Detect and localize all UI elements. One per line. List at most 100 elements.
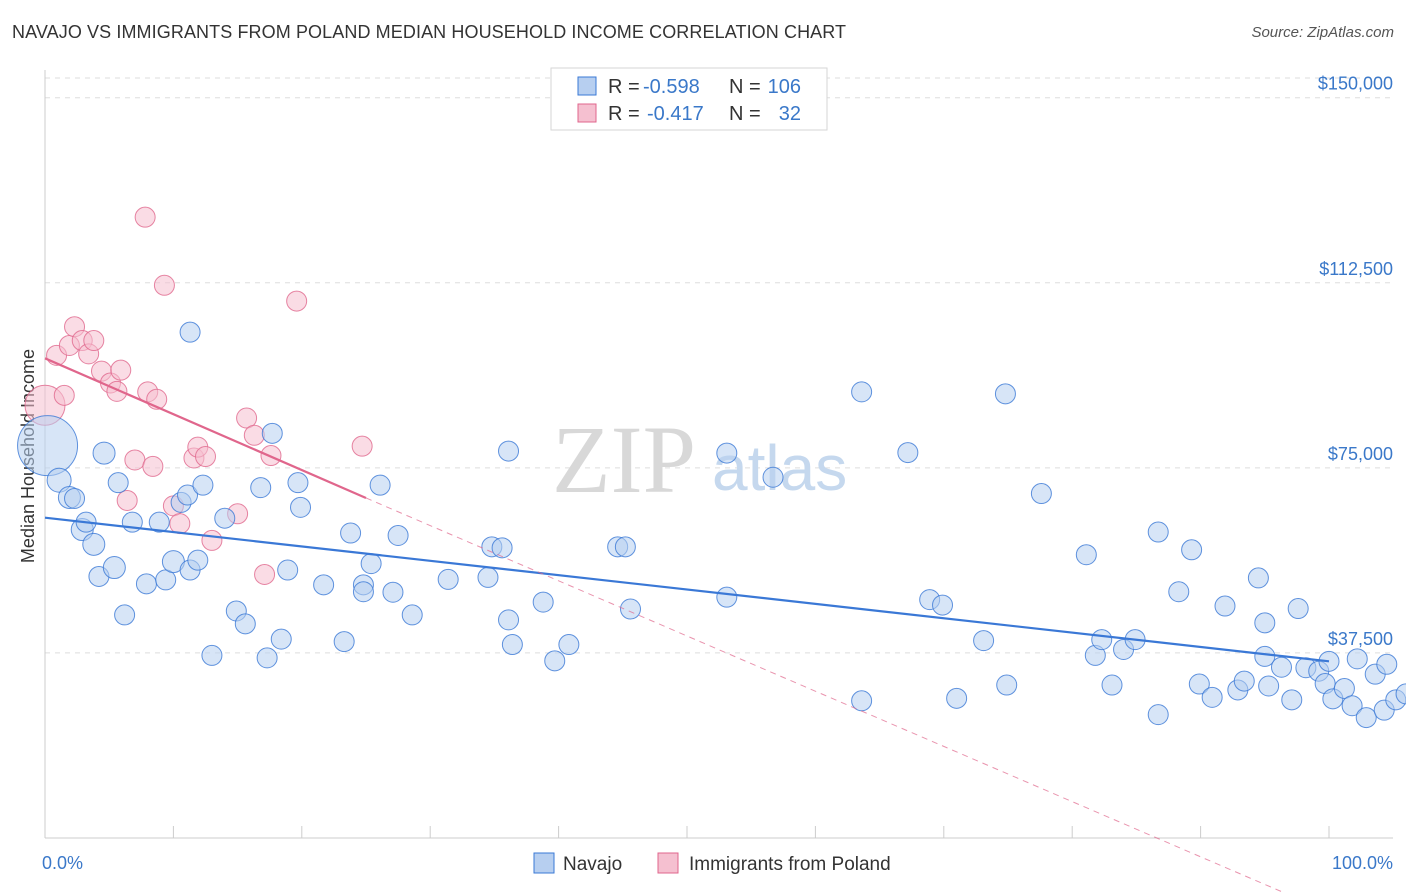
bottom-legend-label-poland: Immigrants from Poland	[689, 854, 891, 875]
poland-point	[124, 449, 146, 471]
x-axis-ticks	[44, 826, 1330, 838]
stats-legend: R = -0.598 N = 106 R = -0.417 N = 32	[550, 67, 828, 131]
source-label: Source: ZipAtlas.com	[1251, 24, 1394, 41]
navajo-point	[234, 613, 256, 635]
y-tick-labels: $37,500 $75,000 $112,500 $150,000	[1318, 74, 1393, 649]
legend-n-value-poland: 32	[779, 103, 801, 125]
navajo-point	[897, 442, 919, 464]
navajo-point	[1333, 677, 1355, 699]
navajo-point	[851, 381, 873, 403]
bottom-legend-label-navajo: Navajo	[563, 854, 622, 875]
navajo-point	[148, 511, 170, 533]
y-tick-label-0: $37,500	[1328, 629, 1393, 649]
stats-legend-frame	[550, 67, 828, 131]
navajo-point	[614, 536, 636, 558]
x-tick-label-max: 100.0%	[1332, 853, 1393, 873]
navajo-point	[1270, 656, 1292, 678]
navajo-point	[558, 634, 580, 656]
navajo-point	[973, 630, 995, 652]
navajo-point	[46, 467, 72, 493]
poland-point	[201, 529, 223, 551]
series-navajo-points	[17, 321, 1406, 729]
navajo-point	[1091, 629, 1113, 651]
series-poland-points	[24, 206, 373, 585]
poland-point	[106, 380, 128, 402]
navajo-point	[256, 647, 278, 669]
navajo-point	[1233, 670, 1255, 692]
poland-point	[351, 435, 373, 457]
navajo-point	[82, 532, 106, 556]
navajo-point	[1355, 707, 1377, 729]
chart-title: NAVAJO VS IMMIGRANTS FROM POLAND MEDIAN …	[12, 22, 847, 42]
navajo-point	[1181, 539, 1203, 561]
navajo-point	[102, 556, 126, 580]
navajo-point	[1395, 683, 1406, 705]
poland-point	[254, 563, 276, 585]
legend-r-value-navajo: -0.598	[643, 76, 700, 98]
navajo-point	[544, 650, 566, 672]
legend-r-label-poland: R =	[608, 103, 640, 125]
poland-point	[236, 407, 258, 429]
legend-swatch-poland	[577, 103, 597, 123]
navajo-point	[716, 586, 738, 608]
navajo-point	[437, 568, 459, 590]
navajo-point	[214, 507, 236, 529]
bottom-legend-swatch-poland	[657, 852, 679, 874]
navajo-point	[994, 383, 1016, 405]
navajo-point	[491, 537, 513, 559]
navajo-point	[277, 559, 299, 581]
legend-n-label-poland: N =	[729, 103, 761, 125]
navajo-point	[270, 628, 292, 650]
navajo-point	[1247, 567, 1269, 589]
y-tick-label-3: $150,000	[1318, 74, 1393, 94]
navajo-point	[1201, 686, 1223, 708]
poland-point	[116, 489, 138, 511]
legend-r-label-navajo: R =	[608, 76, 640, 98]
navajo-point	[179, 321, 201, 343]
navajo-point	[352, 581, 374, 603]
navajo-point	[1214, 595, 1236, 617]
poland-point	[195, 446, 216, 468]
navajo-point	[360, 553, 382, 575]
poland-point	[134, 206, 156, 228]
poland-point	[286, 290, 308, 312]
navajo-point	[932, 594, 954, 616]
poland-point	[83, 330, 105, 352]
navajo-point	[1147, 704, 1169, 726]
navajo-point	[261, 422, 283, 444]
trendlines	[44, 357, 1330, 892]
navajo-point	[946, 687, 968, 709]
bottom-legend-swatch-navajo	[533, 852, 555, 874]
navajo-point	[1258, 675, 1280, 697]
legend-n-value-navajo: 106	[768, 76, 801, 98]
poland-point	[53, 384, 75, 406]
navajo-point	[107, 472, 129, 494]
navajo-point	[1075, 544, 1097, 566]
navajo-point	[1281, 689, 1303, 711]
navajo-point	[498, 440, 520, 462]
navajo-point	[1254, 645, 1276, 667]
navajo-point	[201, 644, 223, 666]
navajo-point	[1147, 521, 1169, 543]
navajo-point	[532, 591, 554, 613]
navajo-point	[187, 549, 209, 571]
navajo-point	[340, 522, 362, 544]
navajo-point	[250, 477, 272, 499]
navajo-point	[333, 631, 355, 653]
bottom-legend: Navajo Immigrants from Poland	[533, 852, 891, 875]
navajo-point	[287, 472, 309, 494]
navajo-point	[313, 574, 335, 596]
navajo-point	[501, 634, 523, 656]
navajo-point	[64, 487, 86, 509]
navajo-point	[620, 598, 642, 620]
navajo-point	[1188, 673, 1210, 695]
y-tick-label-2: $112,500	[1319, 259, 1393, 279]
navajo-point	[498, 609, 520, 631]
navajo-point	[369, 474, 391, 496]
navajo-point	[1168, 581, 1190, 603]
legend-swatch-navajo	[577, 76, 597, 96]
navajo-point	[1101, 674, 1123, 696]
navajo-point	[1287, 598, 1309, 620]
y-tick-label-1: $75,000	[1328, 444, 1393, 464]
